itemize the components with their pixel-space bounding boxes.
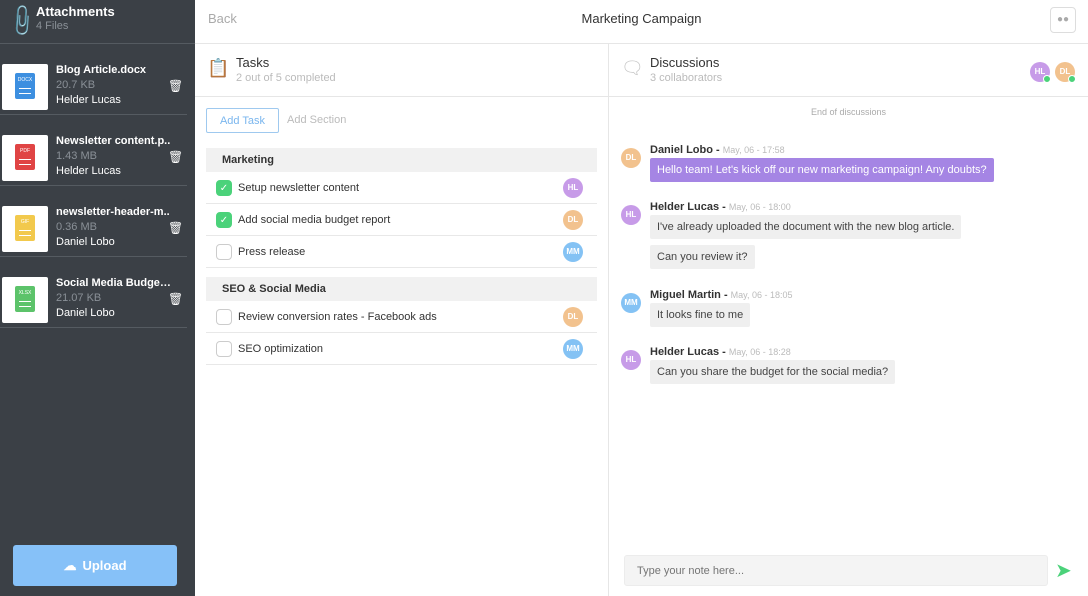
- author-avatar: HL: [621, 350, 641, 370]
- trash-icon[interactable]: 🗑: [168, 221, 184, 235]
- file-thumbnail: DOCX: [2, 64, 48, 110]
- author-avatar: HL: [621, 205, 641, 225]
- trash-icon[interactable]: 🗑: [168, 292, 184, 306]
- assignee-avatar: HL: [563, 178, 583, 198]
- author-avatar: MM: [621, 293, 641, 313]
- message-bubble: Can you share the budget for the social …: [650, 360, 896, 384]
- attachments-sidebar: 📎 Attachments 4 Files DOCX Blog Article.…: [0, 0, 195, 596]
- task-row[interactable]: ✓ Setup newsletter content HL: [206, 172, 597, 204]
- collaborators-count: 3 collaborators: [650, 72, 723, 84]
- task-section: SEO & Social Media Review conversion rat…: [206, 277, 597, 365]
- task-checkbox[interactable]: ✓: [216, 212, 232, 228]
- file-size: 21.07 KB: [56, 292, 102, 304]
- author-name: Helder Lucas: [650, 201, 720, 213]
- message-time: May, 06 - 17:58: [722, 145, 785, 155]
- send-icon[interactable]: ➤: [1055, 560, 1072, 582]
- attachment-item[interactable]: XLSX Social Media Budget... 21.07 KB Dan…: [0, 257, 187, 328]
- author-avatar: DL: [621, 148, 641, 168]
- section-header: SEO & Social Media: [206, 277, 597, 301]
- file-thumbnail: GIF: [2, 206, 48, 252]
- task-row[interactable]: ✓ Add social media budget report DL: [206, 204, 597, 236]
- discussions-title: Discussions: [650, 55, 720, 70]
- assignee-avatar: MM: [563, 339, 583, 359]
- upload-label: Upload: [82, 558, 127, 573]
- collaborator-avatar[interactable]: HL: [1030, 62, 1051, 83]
- file-name: Newsletter content.p..: [56, 135, 171, 147]
- file-size: 1.43 MB: [56, 150, 97, 162]
- collaborator-avatar[interactable]: DL: [1055, 62, 1076, 83]
- task-checkbox[interactable]: ✓: [216, 180, 232, 196]
- task-row[interactable]: Review conversion rates - Facebook ads D…: [206, 301, 597, 333]
- task-label: SEO optimization: [238, 343, 323, 355]
- back-button[interactable]: Back: [208, 11, 237, 26]
- top-bar: Back Marketing Campaign ●●: [195, 0, 1088, 44]
- paperclip-icon: 📎: [3, 2, 41, 40]
- file-size: 20.7 KB: [56, 79, 96, 91]
- clipboard-icon: 📋: [207, 58, 230, 78]
- task-label: Add social media budget report: [238, 214, 391, 226]
- assignee-avatar: DL: [563, 210, 583, 230]
- author-name: Daniel Lobo: [650, 144, 713, 156]
- discussions-panel: 🗨 Discussions 3 collaborators HL DL End …: [609, 44, 1088, 596]
- author-name: Helder Lucas: [650, 346, 720, 358]
- file-owner: Helder Lucas: [56, 165, 121, 177]
- end-of-discussions: End of discussions: [810, 107, 887, 117]
- task-label: Review conversion rates - Facebook ads: [238, 311, 437, 323]
- author-name: Miguel Martin: [650, 289, 721, 301]
- message-bubble: Can you review it?: [650, 245, 755, 269]
- group-icon[interactable]: ●●: [1050, 7, 1076, 33]
- message-bubble: I've already uploaded the document with …: [650, 215, 962, 239]
- task-row[interactable]: SEO optimization MM: [206, 333, 597, 365]
- message-time: May, 06 - 18:00: [728, 202, 791, 212]
- file-name: newsletter-header-m..: [56, 206, 170, 218]
- add-task-button[interactable]: Add Task: [206, 108, 279, 133]
- attachment-item[interactable]: DOCX Blog Article.docx 20.7 KB Helder Lu…: [0, 44, 187, 115]
- file-type-icon: GIF: [15, 215, 35, 241]
- attachments-header: 📎 Attachments 4 Files: [0, 0, 195, 44]
- file-owner: Daniel Lobo: [56, 236, 115, 248]
- message-time: May, 06 - 18:28: [728, 347, 791, 357]
- chat-icon: 🗨: [621, 58, 644, 78]
- assignee-avatar: DL: [563, 307, 583, 327]
- file-owner: Helder Lucas: [56, 94, 121, 106]
- tasks-panel: 📋 Tasks 2 out of 5 completed Add Task Ad…: [195, 44, 609, 596]
- file-type-icon: XLSX: [15, 286, 35, 312]
- task-section: Marketing ✓ Setup newsletter content HL ✓ …: [206, 148, 597, 268]
- message-time: May, 06 - 18:05: [730, 290, 793, 300]
- section-header: Marketing: [206, 148, 597, 172]
- attachment-item[interactable]: GIF newsletter-header-m.. 0.36 MB Daniel…: [0, 186, 187, 257]
- attachments-count: 4 Files: [36, 20, 69, 32]
- message-bubble: It looks fine to me: [650, 303, 751, 327]
- file-name: Blog Article.docx: [56, 64, 147, 76]
- assignee-avatar: MM: [563, 242, 583, 262]
- file-size: 0.36 MB: [56, 221, 97, 233]
- add-section-button[interactable]: Add Section: [287, 114, 347, 126]
- file-name: Social Media Budget...: [56, 277, 171, 289]
- tasks-progress: 2 out of 5 completed: [236, 72, 336, 84]
- page-title: Marketing Campaign: [581, 11, 702, 26]
- note-input[interactable]: [624, 555, 1048, 586]
- task-checkbox[interactable]: [216, 244, 232, 260]
- file-thumbnail: XLSX: [2, 277, 48, 323]
- trash-icon[interactable]: 🗑: [168, 150, 184, 164]
- file-owner: Daniel Lobo: [56, 307, 115, 319]
- attachments-title: Attachments: [36, 4, 115, 19]
- file-thumbnail: PDF: [2, 135, 48, 181]
- upload-button[interactable]: ☁ Upload: [13, 545, 177, 586]
- task-row[interactable]: Press release MM: [206, 236, 597, 268]
- task-label: Setup newsletter content: [238, 182, 360, 194]
- message-bubble: Hello team! Let's kick off our new marke…: [650, 158, 994, 182]
- task-checkbox[interactable]: [216, 341, 232, 357]
- attachment-item[interactable]: PDF Newsletter content.p.. 1.43 MB Helde…: [0, 115, 187, 186]
- cloud-upload-icon: ☁: [63, 557, 77, 573]
- tasks-title: Tasks: [236, 55, 270, 70]
- file-type-icon: PDF: [15, 144, 35, 170]
- task-label: Press release: [238, 246, 306, 258]
- trash-icon[interactable]: 🗑: [168, 79, 184, 93]
- task-checkbox[interactable]: [216, 309, 232, 325]
- file-type-icon: DOCX: [15, 73, 35, 99]
